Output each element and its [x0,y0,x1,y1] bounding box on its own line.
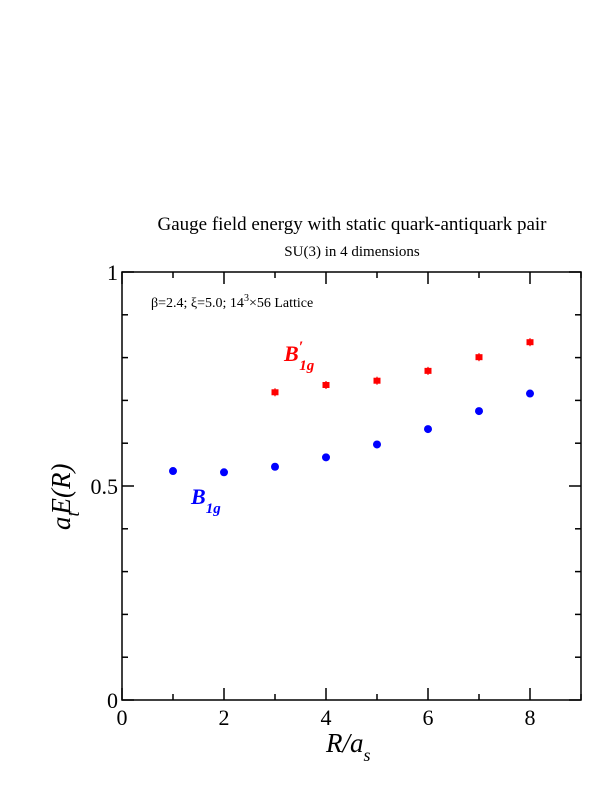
x-axis-label-main: R/a [325,728,364,758]
b1g-prime-sub: 1g [299,358,315,374]
b1g-prime-main: B [283,341,299,366]
series-label-b1g-prime: B′ 1g [283,339,315,374]
data-point-square [475,354,483,361]
axis-tick-labels: 0 2 4 6 8 0 0.5 1 [91,260,536,730]
data-point-circle [220,468,228,477]
data-point-square [373,377,381,384]
data-point-square [526,339,534,346]
x-tick-label: 0 [117,705,128,730]
b1g-sub: 1g [206,501,222,517]
annotation-sup: 3 [244,293,249,304]
data-point-circle [169,467,177,476]
annotation-pre: β=2.4; ξ=5.0; 14 [151,296,244,311]
chart-title: Gauge field energy with static quark-ant… [157,214,547,235]
axis-ticks [121,271,582,701]
data-point-square [322,381,330,388]
x-tick-label: 2 [219,705,230,730]
y-tick-label: 1 [107,260,118,285]
annotation-post: ×56 Lattice [249,296,313,311]
b1g-main: B [190,484,206,509]
data-point-circle [526,389,534,398]
data-point-square [271,389,279,396]
x-tick-label: 4 [321,705,332,730]
y-tick-label: 0.5 [91,474,119,499]
data-point-circle [322,453,330,462]
x-tick-label: 6 [423,705,434,730]
y-tick-label: 0 [107,688,118,713]
data-marks [169,338,534,477]
x-axis-label: R/as [325,728,371,765]
lattice-annotation: β=2.4; ξ=5.0; 143×56 Lattice [151,293,313,311]
y-axis-label: atE(R) [46,464,83,530]
data-point-circle [475,407,483,416]
data-point-circle [271,462,279,471]
y-axis-label-a: a [46,517,76,531]
y-axis-label-sub: t [63,511,83,517]
chart-subtitle: SU(3) in 4 dimensions [284,244,420,260]
data-point-circle [373,440,381,449]
y-axis-label-rest: E(R) [46,464,76,516]
b1g-prime-mark: ′ [299,339,304,356]
data-point-square [424,367,432,374]
x-tick-label: 8 [525,705,536,730]
data-point-circle [424,425,432,434]
series-label-b1g: B1g [190,484,221,517]
x-axis-label-sub: s [364,745,371,765]
